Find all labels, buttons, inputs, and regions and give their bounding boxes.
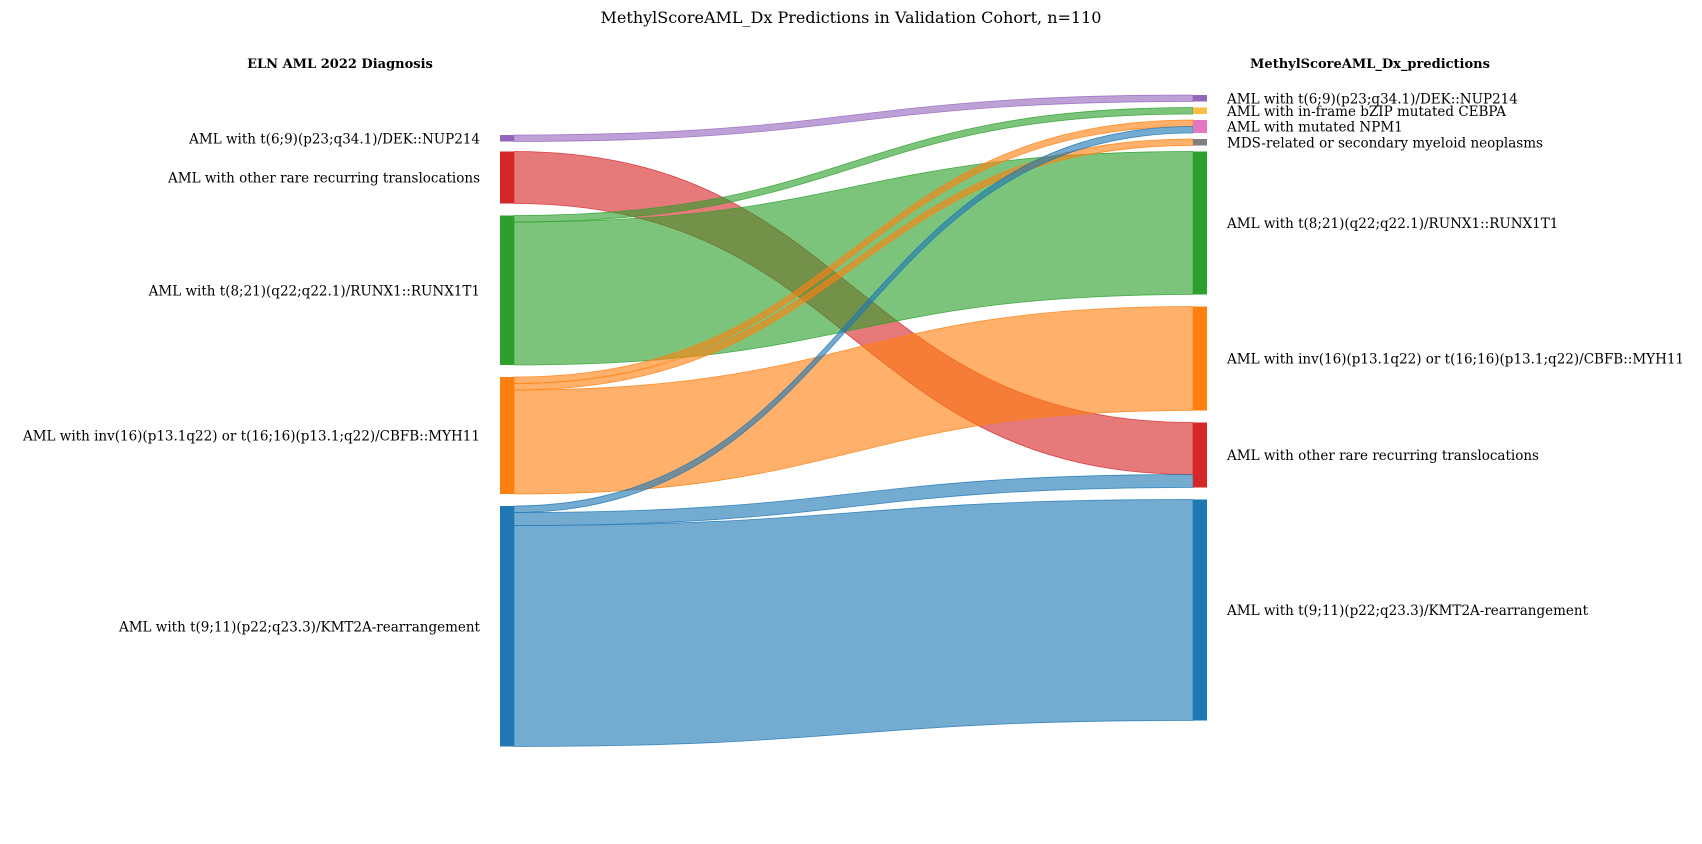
left-node-label: AML with t(8;21)(q22;q22.1)/RUNX1::RUNX1… (148, 283, 480, 299)
right-node-label: AML with in-frame bZIP mutated CEBPA (1226, 104, 1506, 120)
right-node-label: AML with t(6;9)(p23;q34.1)/DEK::NUP214 (1226, 91, 1518, 107)
left-node-t911 (500, 506, 514, 747)
right-node-label: AML with mutated NPM1 (1226, 120, 1403, 136)
left-node-label: AML with inv(16)(p13.1q22) or t(16;16)(p… (22, 429, 480, 445)
labels-layer: AML with t(6;9)(p23;q34.1)/DEK::NUP214AM… (22, 91, 1684, 635)
left-node-other (500, 151, 514, 204)
left-node-label: AML with other rare recurring translocat… (167, 171, 480, 187)
right-node-label: AML with inv(16)(p13.1q22) or t(16;16)(p… (1226, 352, 1684, 368)
left-column-header: ELN AML 2022 Diagnosis (247, 57, 433, 72)
right-node-label: AML with t(8;21)(q22;q22.1)/RUNX1::RUNX1… (1226, 216, 1558, 232)
right-node-mds (1193, 139, 1207, 146)
right-node-t69 (1193, 95, 1207, 102)
nodes-layer (500, 95, 1207, 747)
left-node-t821 (500, 215, 514, 365)
left-node-label: AML with t(9;11)(p22;q23.3)/KMT2A-rearra… (118, 619, 481, 635)
right-node-label: AML with t(9;11)(p22;q23.3)/KMT2A-rearra… (1226, 603, 1589, 619)
chart-title: MethylScoreAML_Dx Predictions in Validat… (601, 8, 1102, 27)
left-node-inv16 (500, 377, 514, 494)
left-node-t69 (500, 135, 514, 142)
right-node-t821 (1193, 151, 1207, 295)
right-node-npm1 (1193, 120, 1207, 133)
right-node-label: AML with other rare recurring translocat… (1226, 448, 1539, 464)
flow-t911-to-t911 (513, 499, 1194, 747)
right-node-other (1193, 422, 1207, 488)
flows-layer (513, 94, 1194, 747)
right-node-cebpa (1193, 107, 1207, 114)
left-node-label: AML with t(6;9)(p23;q34.1)/DEK::NUP214 (188, 131, 480, 147)
right-node-label: MDS-related or secondary myeloid neoplas… (1227, 135, 1543, 151)
right-node-t911 (1193, 499, 1207, 721)
right-column-header: MethylScoreAML_Dx_predictions (1250, 57, 1490, 72)
right-node-inv16 (1193, 306, 1207, 411)
